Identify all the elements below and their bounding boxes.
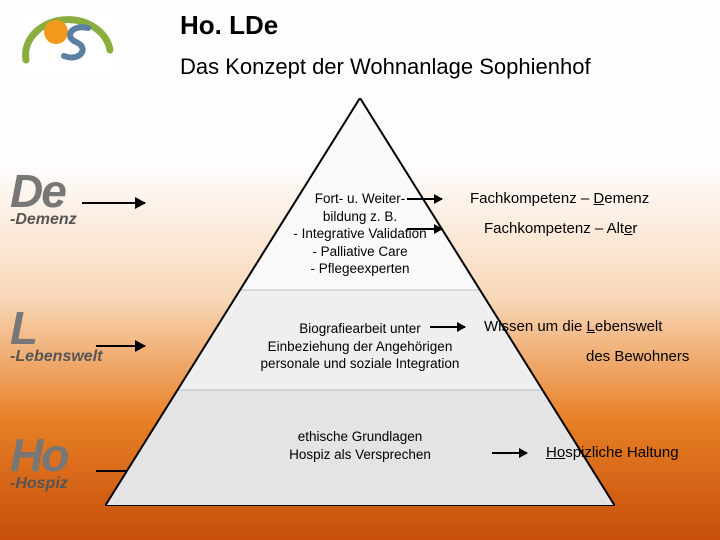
tier-line: Fort- u. Weiter- — [240, 190, 480, 208]
page-subtitle: Das Konzept der Wohnanlage Sophienhof — [180, 54, 591, 80]
left-label-small: -Demenz — [10, 212, 77, 228]
page-title: Ho. LDe — [180, 10, 278, 41]
tier-line: personale und soziale Integration — [210, 355, 510, 373]
right-arrow-2 — [430, 326, 465, 328]
left-label-2: Ho-Hospiz — [10, 432, 68, 492]
right-label-0: Fachkompetenz – Demenz — [470, 190, 649, 207]
left-label-0: De-Demenz — [10, 168, 77, 228]
tier-text-2: ethische GrundlagenHospiz als Verspreche… — [230, 428, 490, 463]
left-label-big: L — [10, 305, 102, 351]
slide: Ho. LDe Das Konzept der Wohnanlage Sophi… — [0, 0, 720, 540]
tier-line: ethische Grundlagen — [230, 428, 490, 446]
tier-line: - Integrative Validation — [240, 225, 480, 243]
right-label-1: Fachkompetenz – Alter — [484, 220, 637, 237]
left-label-small: -Hospiz — [10, 476, 68, 492]
right-label-4: Hospizliche Haltung — [546, 444, 679, 461]
right-arrow-0 — [407, 198, 442, 200]
tier-line: Einbeziehung der Angehörigen — [210, 338, 510, 356]
right-label-2: Wissen um die Lebenswelt — [484, 318, 662, 335]
right-arrow-1 — [407, 228, 442, 230]
tier-line: bildung z. B. — [240, 208, 480, 226]
right-label-3: des Bewohners — [586, 348, 689, 365]
left-label-big: De — [10, 168, 77, 214]
left-label-small: -Lebenswelt — [10, 349, 102, 365]
tier-line: Hospiz als Versprechen — [230, 446, 490, 464]
tier-line: - Palliative Care — [240, 243, 480, 261]
tier-text-0: Fort- u. Weiter-bildung z. B.- Integrati… — [240, 190, 480, 278]
tier-line: - Pflegeexperten — [240, 260, 480, 278]
heading: Ho. LDe — [180, 10, 278, 41]
logo — [18, 10, 118, 72]
left-label-1: L-Lebenswelt — [10, 305, 102, 365]
left-label-big: Ho — [10, 432, 68, 478]
right-arrow-3 — [492, 452, 527, 454]
